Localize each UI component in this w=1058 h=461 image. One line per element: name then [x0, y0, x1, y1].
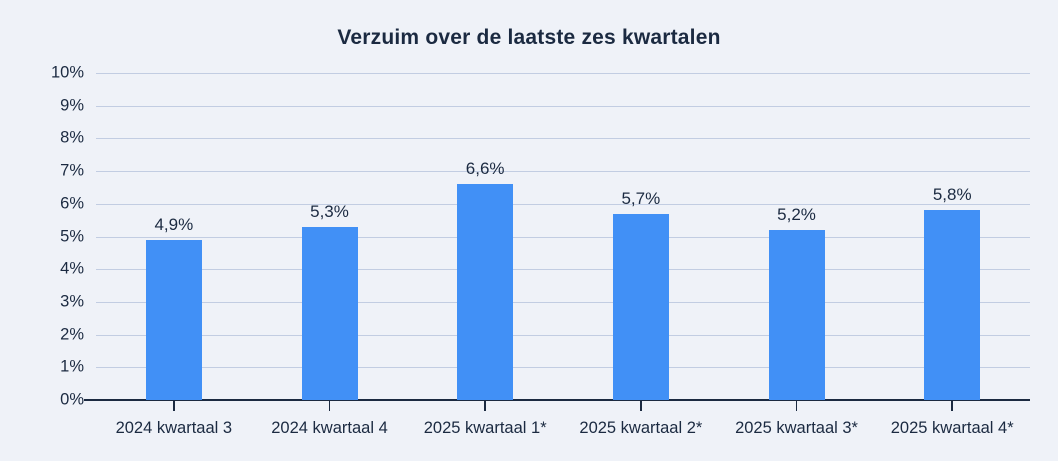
- bar-group: 6,6%: [407, 73, 563, 400]
- bar: [145, 239, 202, 400]
- bar: [457, 184, 514, 400]
- gridline-1%: [96, 367, 1030, 369]
- x-tick-label: 2025 kwartaal 3*: [735, 419, 858, 437]
- bar-group: 4,9%: [96, 73, 252, 400]
- bar: [768, 229, 825, 400]
- y-tick-label: 1%: [60, 357, 84, 376]
- x-tick-label: 2025 kwartaal 1*: [423, 419, 547, 437]
- x-tick-mark: [951, 400, 953, 411]
- bar-value-label: 5,7%: [621, 188, 661, 208]
- bar-value-label: 5,3%: [310, 201, 349, 221]
- x-axis-cell: 2025 kwartaal 1*: [407, 400, 563, 438]
- gridline-8%: [96, 138, 1030, 140]
- gridline-2%: [96, 334, 1030, 336]
- plot-area: [84, 73, 1030, 401]
- y-tick-label: 7%: [60, 161, 84, 180]
- x-tick-mark: [640, 400, 642, 411]
- y-tick-label: 9%: [60, 96, 84, 115]
- y-tick-label: 4%: [60, 259, 84, 278]
- x-tick-label: 2025 kwartaal 4*: [890, 419, 1014, 437]
- y-tick-label: 3%: [60, 292, 84, 311]
- y-tick-label: 10%: [50, 63, 84, 82]
- bar-group: 5,8%: [874, 73, 1030, 400]
- bars-container: 4,9% 5,3% 6,6% 5,7% 5,2% 5,8%: [96, 73, 1030, 400]
- x-tick-mark: [484, 400, 486, 411]
- bar: [612, 213, 669, 400]
- bar-value-label: 5,2%: [777, 204, 816, 224]
- bar-group: 5,2%: [719, 73, 875, 400]
- bar-group: 5,3%: [252, 73, 408, 400]
- x-tick-label: 2024 kwartaal 4: [271, 419, 388, 437]
- gridline-7%: [96, 171, 1030, 173]
- bar: [924, 210, 981, 400]
- gridline-3%: [96, 301, 1030, 303]
- x-tick-mark: [328, 400, 331, 411]
- x-axis-cell: 2024 kwartaal 4: [252, 400, 408, 438]
- bar-value-label: 4,9%: [154, 214, 194, 234]
- y-tick-label: 5%: [60, 227, 84, 245]
- x-tick-mark: [795, 400, 798, 411]
- x-axis-cell: 2025 kwartaal 3*: [719, 400, 875, 438]
- bar: [301, 226, 358, 400]
- y-tick-label: 8%: [60, 128, 84, 147]
- x-tick-label: 2025 kwartaal 2*: [579, 419, 703, 437]
- gridline-10%: [96, 73, 1030, 74]
- gridline-6%: [96, 203, 1030, 205]
- y-tick-label: 0%: [60, 390, 84, 409]
- gridline-4%: [96, 269, 1030, 271]
- gridline-9%: [96, 105, 1030, 107]
- x-axis-line: [84, 399, 1030, 401]
- x-tick-mark: [173, 400, 175, 411]
- bar-value-label: 6,6%: [465, 159, 505, 179]
- chart-title: Verzuim over de laatste zes kwartalen: [337, 26, 721, 49]
- bar-group: 5,7%: [563, 73, 719, 400]
- bar-value-label: 5,8%: [932, 185, 972, 205]
- x-tick-label: 2024 kwartaal 3: [115, 419, 233, 437]
- x-axis-cell: 2025 kwartaal 2*: [563, 400, 719, 438]
- gridline-5%: [96, 236, 1030, 238]
- x-axis-labels: 2024 kwartaal 3 2024 kwartaal 4 2025 kwart…: [96, 400, 1030, 438]
- y-axis-labels: 0% 1% 2% 3% 4% 5% 6% 7% 8% 9% 10%: [0, 64, 84, 409]
- y-tick-label: 6%: [60, 194, 84, 213]
- x-axis-cell: 2025 kwartaal 4*: [874, 400, 1030, 438]
- y-tick-label: 2%: [60, 325, 84, 344]
- x-axis-cell: 2024 kwartaal 3: [96, 400, 252, 438]
